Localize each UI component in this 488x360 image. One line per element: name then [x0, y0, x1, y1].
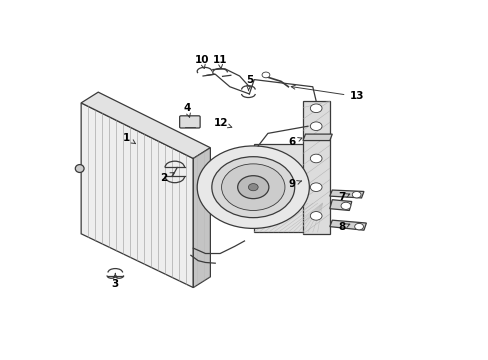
Polygon shape: [329, 200, 351, 211]
Polygon shape: [329, 190, 363, 198]
Text: 3: 3: [111, 274, 119, 289]
Circle shape: [237, 176, 268, 199]
Circle shape: [351, 192, 360, 198]
Text: 8: 8: [338, 222, 349, 232]
Text: 7: 7: [338, 192, 349, 202]
Circle shape: [310, 122, 322, 131]
Circle shape: [310, 183, 322, 192]
Text: 6: 6: [288, 137, 302, 147]
Circle shape: [310, 212, 322, 220]
Polygon shape: [303, 134, 331, 140]
Circle shape: [340, 202, 350, 210]
Text: 10: 10: [194, 55, 209, 68]
Circle shape: [310, 154, 322, 163]
Polygon shape: [329, 220, 366, 230]
Polygon shape: [254, 144, 322, 232]
Text: 1: 1: [122, 133, 135, 144]
Polygon shape: [303, 101, 329, 234]
Text: 4: 4: [183, 103, 190, 117]
Text: 5: 5: [245, 75, 252, 91]
Polygon shape: [81, 103, 193, 288]
Text: 13: 13: [291, 85, 363, 102]
Circle shape: [354, 224, 363, 230]
Ellipse shape: [75, 165, 84, 172]
Circle shape: [310, 104, 322, 113]
Polygon shape: [81, 92, 210, 158]
Text: 11: 11: [212, 55, 227, 68]
Circle shape: [197, 146, 309, 228]
Polygon shape: [193, 148, 210, 288]
Text: 12: 12: [213, 118, 231, 128]
Circle shape: [262, 72, 269, 78]
Text: 9: 9: [288, 179, 301, 189]
Circle shape: [221, 164, 285, 211]
Circle shape: [211, 157, 294, 218]
Circle shape: [248, 184, 258, 191]
FancyBboxPatch shape: [179, 116, 200, 128]
Text: 2: 2: [160, 173, 174, 183]
